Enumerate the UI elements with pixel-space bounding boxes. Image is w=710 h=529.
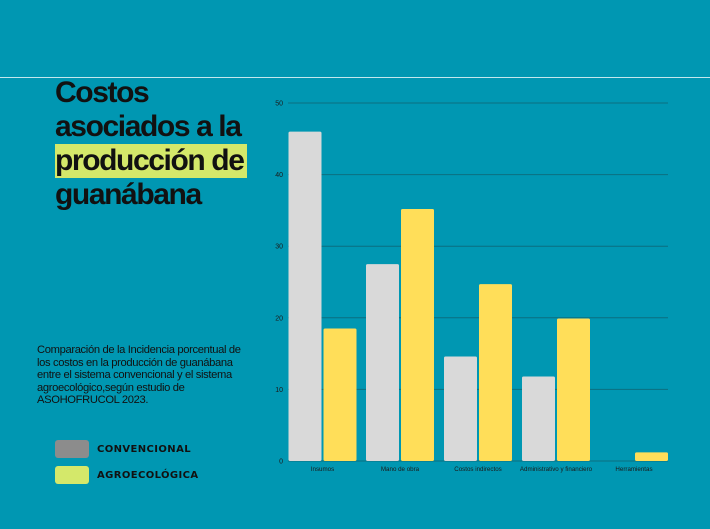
- bar-convencional: [288, 131, 322, 461]
- legend-item-agroecologica: AGROECOLÓGICA: [55, 466, 199, 484]
- y-tick-label: 10: [275, 387, 283, 394]
- bar-convencional: [444, 356, 477, 461]
- y-tick-label: 20: [275, 315, 283, 322]
- title-highlight: producción de: [55, 144, 248, 178]
- y-tick-label: 30: [275, 244, 283, 251]
- chart-description: Comparación de la Incidencia porcentual …: [37, 344, 241, 406]
- y-tick-label: 0: [279, 459, 283, 466]
- title-part-2: guanábana: [55, 178, 202, 211]
- legend-swatch-agroecologica: [55, 466, 89, 484]
- x-tick-label: Mano de obra: [381, 466, 420, 473]
- bar-agroecologica: [557, 318, 590, 461]
- title-part-1: Costos asociados a la: [55, 76, 242, 143]
- bar-agroecologica: [635, 452, 668, 461]
- x-tick-label: Herramientas: [615, 466, 652, 473]
- bar-convencional: [522, 376, 555, 461]
- x-tick-label: Costos indirectos: [454, 466, 501, 473]
- y-tick-label: 40: [275, 172, 283, 179]
- bar-agroecologica: [401, 208, 434, 461]
- legend-swatch-convencional: [55, 440, 89, 458]
- slide-title: Costos asociados a la producción de guan…: [55, 76, 285, 212]
- y-tick-label: 50: [275, 101, 283, 108]
- legend-label-convencional: CONVENCIONAL: [97, 443, 191, 455]
- legend-item-convencional: CONVENCIONAL: [55, 440, 191, 458]
- bar-agroecologica: [479, 284, 512, 461]
- x-tick-label: Administrativo y financiero: [520, 466, 593, 473]
- x-tick-label: Insumos: [311, 466, 334, 473]
- legend-label-agroecologica: AGROECOLÓGICA: [97, 469, 199, 481]
- header-divider: [0, 77, 710, 78]
- bar-convencional: [366, 264, 399, 461]
- bar-agroecologica: [323, 328, 357, 461]
